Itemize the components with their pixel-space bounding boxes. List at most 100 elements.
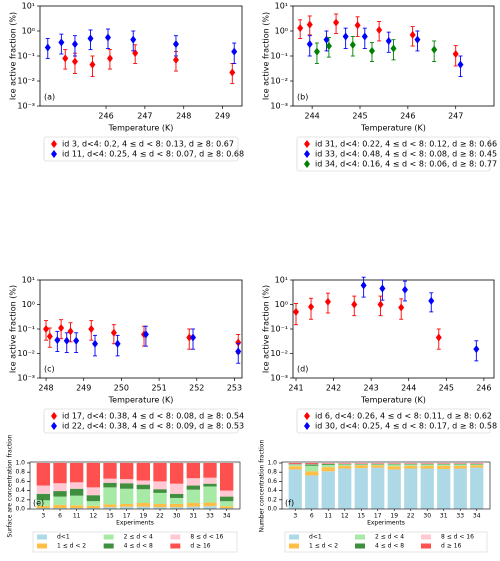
bar-segment bbox=[470, 467, 484, 509]
point bbox=[473, 345, 480, 354]
bar-segment bbox=[453, 464, 467, 466]
bar-segment bbox=[404, 465, 418, 469]
legend-box bbox=[284, 531, 488, 553]
x-tick-label: 22 bbox=[156, 513, 164, 520]
bar-segment bbox=[120, 488, 134, 504]
bar-segment bbox=[120, 463, 134, 480]
x-tick-label: 244 bbox=[305, 112, 320, 121]
point bbox=[89, 60, 96, 69]
bar-segment bbox=[321, 464, 335, 468]
point bbox=[297, 24, 304, 33]
legend-label: id 17, d<4: 0.38, 4 ≤ d < 8: 0.08, d ≥ 8… bbox=[62, 412, 244, 421]
x-tick-label: 245 bbox=[439, 384, 454, 393]
point bbox=[231, 47, 238, 56]
point bbox=[106, 54, 113, 63]
bar-segment bbox=[170, 503, 184, 508]
bar-segment bbox=[70, 488, 84, 496]
legend-box bbox=[43, 136, 239, 162]
bar-segment bbox=[453, 465, 467, 469]
point bbox=[63, 336, 70, 345]
bar-segment bbox=[36, 505, 50, 509]
y-tick-label: 10⁻³ bbox=[270, 374, 288, 383]
x-tick-label: 34 bbox=[223, 513, 231, 520]
point bbox=[457, 60, 464, 69]
x-tick-label: 3 bbox=[293, 513, 297, 520]
bar-segment bbox=[420, 465, 434, 469]
bar-segment bbox=[103, 478, 117, 483]
legend-box bbox=[43, 408, 239, 434]
x-tick-label: 245 bbox=[352, 112, 367, 121]
legend-swatch bbox=[170, 534, 181, 540]
point bbox=[58, 323, 65, 332]
bar-segment bbox=[36, 485, 50, 494]
x-tick-label: 11 bbox=[73, 513, 81, 520]
x-tick-label: 31 bbox=[190, 513, 198, 520]
bar-segment bbox=[136, 503, 150, 507]
x-tick-label: 241 bbox=[288, 384, 303, 393]
plot-area bbox=[281, 461, 491, 510]
legend-swatch bbox=[421, 543, 431, 549]
y-tick-label: 10⁻² bbox=[270, 77, 288, 86]
bar-segment bbox=[53, 508, 67, 509]
bar-segment bbox=[220, 508, 234, 509]
bar-segment bbox=[288, 464, 302, 467]
bar-segment bbox=[70, 495, 84, 506]
y-tick-label: 10⁻¹ bbox=[270, 325, 288, 334]
plot-area bbox=[292, 279, 495, 379]
point bbox=[306, 40, 313, 49]
bar-segment bbox=[453, 468, 467, 509]
y-tick-label: 0.2 bbox=[267, 496, 277, 503]
point bbox=[62, 54, 69, 63]
y-axis-label: Surface are concentration fraction bbox=[7, 434, 14, 537]
bar-segment bbox=[70, 463, 84, 483]
legend-label: id 34, d<4: 0.16, 4 ≤ d < 8: 0.06, d ≥ 8… bbox=[315, 160, 497, 169]
point bbox=[377, 300, 384, 309]
bar-segment bbox=[321, 471, 335, 509]
plot-area bbox=[39, 5, 243, 107]
legend-label: id 22, d<4: 0.38, 4 ≤ d < 8: 0.09, d ≥ 8… bbox=[62, 422, 244, 431]
bar-segment bbox=[220, 463, 234, 491]
bar-segment bbox=[354, 464, 368, 466]
bar-segment bbox=[153, 507, 167, 509]
bar-segment bbox=[86, 505, 100, 509]
x-axis-label: Temperature (K) bbox=[108, 396, 174, 405]
bar-segment bbox=[338, 465, 352, 469]
y-axis-label: Number concentration fraction bbox=[259, 440, 266, 533]
bar-segment bbox=[120, 479, 134, 484]
bar-segment bbox=[170, 507, 184, 509]
bar-segment bbox=[321, 463, 335, 465]
point bbox=[235, 338, 242, 347]
bar-segment bbox=[136, 480, 150, 485]
bar-segment bbox=[186, 478, 200, 486]
point bbox=[293, 307, 300, 316]
legend-label: 1 ≤ d < 2 bbox=[309, 543, 338, 550]
y-tick-label: 0.2 bbox=[15, 496, 25, 503]
y-tick-label: 10⁻¹ bbox=[17, 325, 35, 334]
point bbox=[190, 333, 197, 342]
y-tick-label: 0.4 bbox=[267, 487, 277, 494]
legend-marker bbox=[304, 150, 310, 158]
legend-label: 4 ≤ d < 8 bbox=[375, 543, 404, 550]
bar-segment bbox=[53, 496, 67, 505]
panel-label: (c) bbox=[44, 365, 55, 374]
bar-segment bbox=[470, 464, 484, 466]
legend-swatch bbox=[37, 534, 47, 540]
bar-segment bbox=[338, 468, 352, 509]
legend-marker bbox=[304, 160, 310, 168]
legend-marker bbox=[51, 422, 57, 430]
y-tick-label: 10⁰ bbox=[275, 300, 288, 309]
y-tick-label: 10⁻² bbox=[17, 349, 35, 358]
x-tick-label: 246 bbox=[98, 112, 113, 121]
x-axis-label: Temperature (K) bbox=[108, 124, 174, 133]
bar-segment bbox=[186, 485, 200, 490]
bar-segment bbox=[371, 464, 385, 466]
point bbox=[376, 25, 383, 34]
point bbox=[46, 332, 53, 341]
bar-segment bbox=[470, 465, 484, 468]
legend-box bbox=[32, 531, 238, 553]
bar-segment bbox=[86, 501, 100, 506]
point bbox=[360, 281, 367, 290]
legend-label: 8 ≤ d < 16 bbox=[190, 534, 223, 541]
y-tick-label: 10⁻³ bbox=[17, 374, 35, 383]
